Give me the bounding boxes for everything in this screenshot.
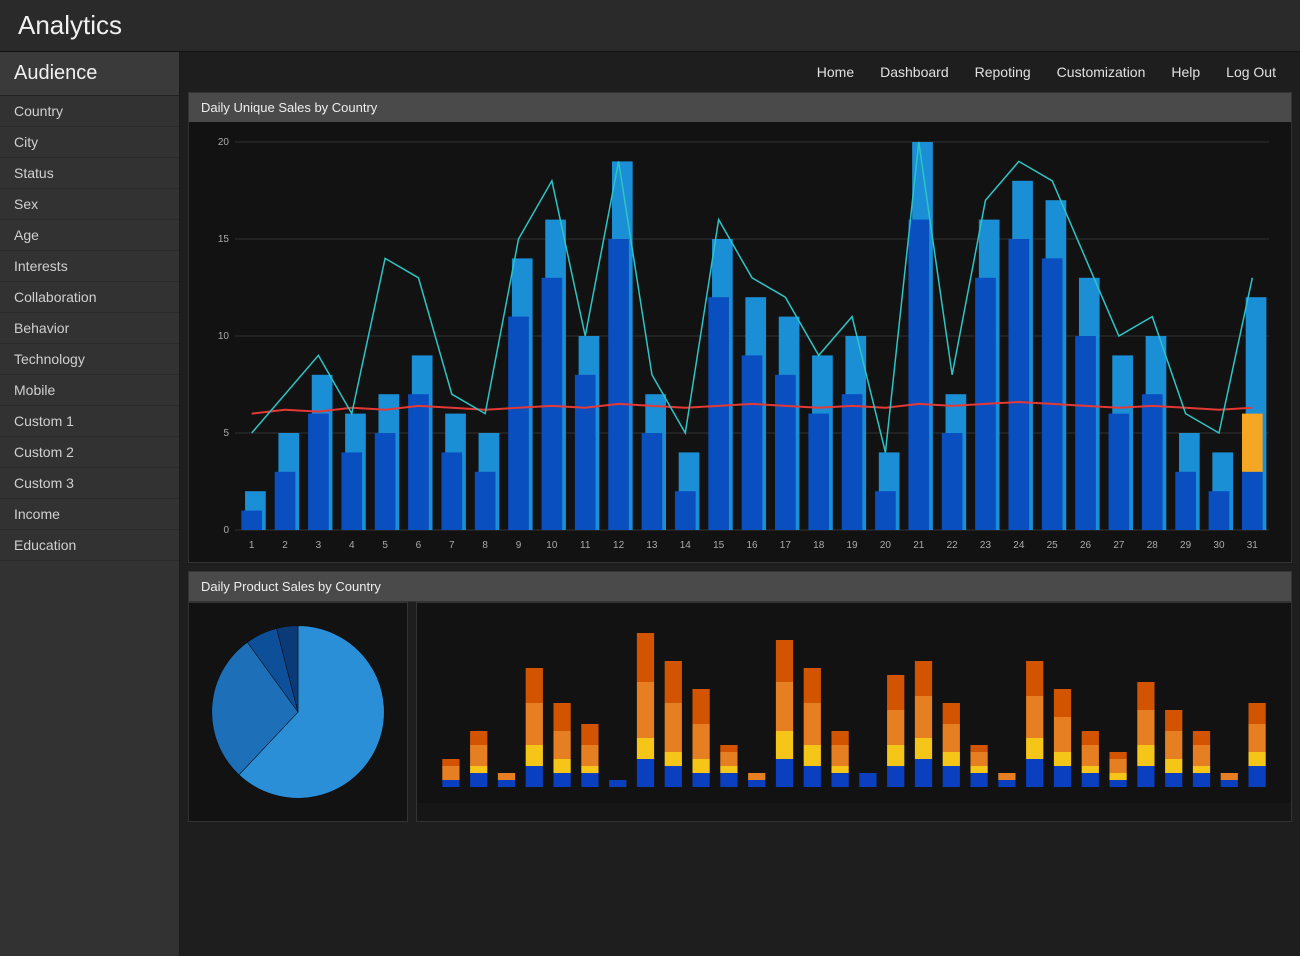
lower-row bbox=[188, 602, 1292, 822]
svg-text:27: 27 bbox=[1113, 540, 1125, 551]
svg-text:29: 29 bbox=[1180, 540, 1192, 551]
svg-text:21: 21 bbox=[913, 540, 925, 551]
svg-text:1: 1 bbox=[249, 540, 255, 551]
svg-text:0: 0 bbox=[223, 525, 229, 536]
svg-text:2: 2 bbox=[282, 540, 288, 551]
sidebar-item-technology[interactable]: Technology bbox=[0, 344, 179, 375]
sidebar-item-education[interactable]: Education bbox=[0, 530, 179, 561]
svg-text:5: 5 bbox=[223, 428, 229, 439]
sidebar-item-city[interactable]: City bbox=[0, 127, 179, 158]
nav-repoting[interactable]: Repoting bbox=[975, 64, 1031, 80]
nav-dashboard[interactable]: Dashboard bbox=[880, 64, 949, 80]
svg-text:3: 3 bbox=[316, 540, 322, 551]
panel-main-chart-title: Daily Unique Sales by Country bbox=[189, 93, 1291, 122]
stack-body bbox=[417, 603, 1291, 803]
sidebar-item-collaboration[interactable]: Collaboration bbox=[0, 282, 179, 313]
svg-text:5: 5 bbox=[382, 540, 388, 551]
svg-text:18: 18 bbox=[813, 540, 825, 551]
content: Home Dashboard Repoting Customization Help Lo… bbox=[180, 52, 1300, 956]
panel-pie bbox=[188, 602, 408, 822]
panel-stack bbox=[416, 602, 1292, 822]
svg-text:25: 25 bbox=[1047, 540, 1059, 551]
sidebar-item-custom-1[interactable]: Custom 1 bbox=[0, 406, 179, 437]
svg-text:30: 30 bbox=[1213, 540, 1225, 551]
nav-home[interactable]: Home bbox=[817, 64, 854, 80]
panel-lower-header: Daily Product Sales by Country bbox=[188, 571, 1292, 602]
app-title: Analytics bbox=[18, 10, 1282, 41]
main-chart-svg: 0510152012345678910111213141516171819202… bbox=[201, 132, 1279, 556]
svg-text:20: 20 bbox=[880, 540, 892, 551]
sidebar-item-interests[interactable]: Interests bbox=[0, 251, 179, 282]
svg-text:28: 28 bbox=[1147, 540, 1159, 551]
svg-text:15: 15 bbox=[713, 540, 725, 551]
nav-help[interactable]: Help bbox=[1171, 64, 1200, 80]
sidebar-item-mobile[interactable]: Mobile bbox=[0, 375, 179, 406]
svg-text:10: 10 bbox=[218, 331, 230, 342]
svg-text:8: 8 bbox=[482, 540, 488, 551]
sidebar-item-custom-2[interactable]: Custom 2 bbox=[0, 437, 179, 468]
svg-text:9: 9 bbox=[516, 540, 522, 551]
sidebar-item-status[interactable]: Status bbox=[0, 158, 179, 189]
nav-customization[interactable]: Customization bbox=[1057, 64, 1146, 80]
sidebar-item-custom-3[interactable]: Custom 3 bbox=[0, 468, 179, 499]
sidebar-item-age[interactable]: Age bbox=[0, 220, 179, 251]
sidebar-header: Audience bbox=[0, 52, 179, 96]
svg-text:24: 24 bbox=[1013, 540, 1025, 551]
svg-text:26: 26 bbox=[1080, 540, 1092, 551]
nav-log-out[interactable]: Log Out bbox=[1226, 64, 1276, 80]
svg-text:6: 6 bbox=[416, 540, 422, 551]
svg-text:19: 19 bbox=[847, 540, 859, 551]
sidebar-item-country[interactable]: Country bbox=[0, 96, 179, 127]
svg-text:13: 13 bbox=[646, 540, 658, 551]
svg-text:16: 16 bbox=[746, 540, 758, 551]
top-nav: Home Dashboard Repoting Customization Help Lo… bbox=[180, 52, 1300, 88]
svg-text:15: 15 bbox=[218, 234, 230, 245]
sidebar-item-income[interactable]: Income bbox=[0, 499, 179, 530]
svg-text:14: 14 bbox=[680, 540, 692, 551]
svg-text:20: 20 bbox=[218, 137, 230, 148]
main-area: Audience CountryCityStatusSexAgeInterest… bbox=[0, 52, 1300, 956]
analytics-app: Analytics Audience CountryCityStatusSexA… bbox=[0, 0, 1300, 956]
svg-text:22: 22 bbox=[947, 540, 959, 551]
sidebar-item-sex[interactable]: Sex bbox=[0, 189, 179, 220]
svg-text:7: 7 bbox=[449, 540, 455, 551]
svg-text:31: 31 bbox=[1247, 540, 1259, 551]
svg-text:17: 17 bbox=[780, 540, 792, 551]
pie-chart-svg bbox=[201, 615, 395, 809]
pie-body bbox=[189, 603, 407, 821]
panel-main-chart: Daily Unique Sales by Country 0510152012… bbox=[188, 92, 1292, 563]
panel-lower-title: Daily Product Sales by Country bbox=[189, 572, 1291, 601]
svg-text:11: 11 bbox=[580, 540, 591, 551]
svg-text:4: 4 bbox=[349, 540, 355, 551]
titlebar: Analytics bbox=[0, 0, 1300, 52]
stack-chart-svg bbox=[429, 613, 1279, 793]
sidebar: Audience CountryCityStatusSexAgeInterest… bbox=[0, 52, 180, 956]
svg-text:23: 23 bbox=[980, 540, 992, 551]
sidebar-item-behavior[interactable]: Behavior bbox=[0, 313, 179, 344]
main-chart-body: 0510152012345678910111213141516171819202… bbox=[189, 122, 1291, 562]
svg-text:12: 12 bbox=[613, 540, 625, 551]
svg-text:10: 10 bbox=[546, 540, 558, 551]
